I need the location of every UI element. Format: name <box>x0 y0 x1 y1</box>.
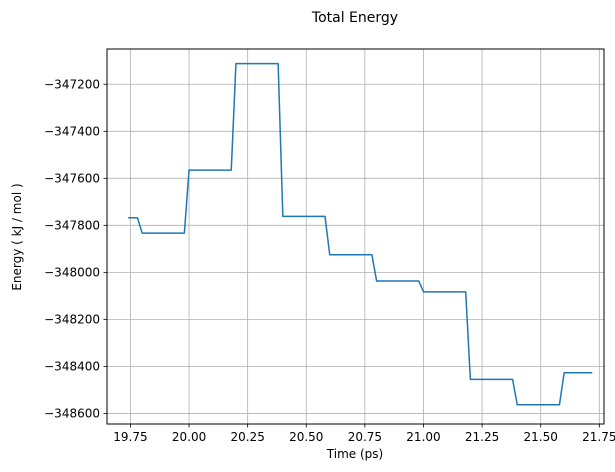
x-tick-label: 20.25 <box>230 430 264 444</box>
x-tick-label: 21.50 <box>524 430 558 444</box>
x-tick-label: 20.75 <box>348 430 382 444</box>
x-axis-label: Time (ps) <box>326 447 383 461</box>
x-tick-label: 20.00 <box>172 430 206 444</box>
series-layer <box>128 62 593 406</box>
x-tick-label: 21.75 <box>582 430 615 444</box>
y-tick-label: −348000 <box>44 265 100 279</box>
chart-title: Total Energy <box>311 10 398 26</box>
x-tick-label: 20.50 <box>289 430 323 444</box>
plot-frame <box>106 48 605 425</box>
x-tick-label: 21.25 <box>465 430 499 444</box>
y-tick-label: −347600 <box>44 171 100 185</box>
y-tick-label: −348200 <box>44 312 100 326</box>
y-tick-label: −348400 <box>44 359 100 373</box>
y-tick-label: −347400 <box>44 124 100 138</box>
y-tick-label: −347800 <box>44 218 100 232</box>
x-tick-label: 21.00 <box>406 430 440 444</box>
y-axis-label: Energy ( kJ / mol ) <box>10 183 24 290</box>
y-axis-ticks: −347200 −347400 −347600 −347800 −348000 −3482… <box>44 77 107 420</box>
y-tick-label: −348600 <box>44 406 100 420</box>
grid-lines <box>107 49 604 424</box>
x-axis-ticks: 19.75 20.00 20.25 20.50 20.75 21.00 21.25 21.50… <box>113 424 615 444</box>
y-tick-label: −347200 <box>44 77 100 91</box>
energy-series-line <box>128 62 593 406</box>
x-tick-label: 19.75 <box>113 430 147 444</box>
